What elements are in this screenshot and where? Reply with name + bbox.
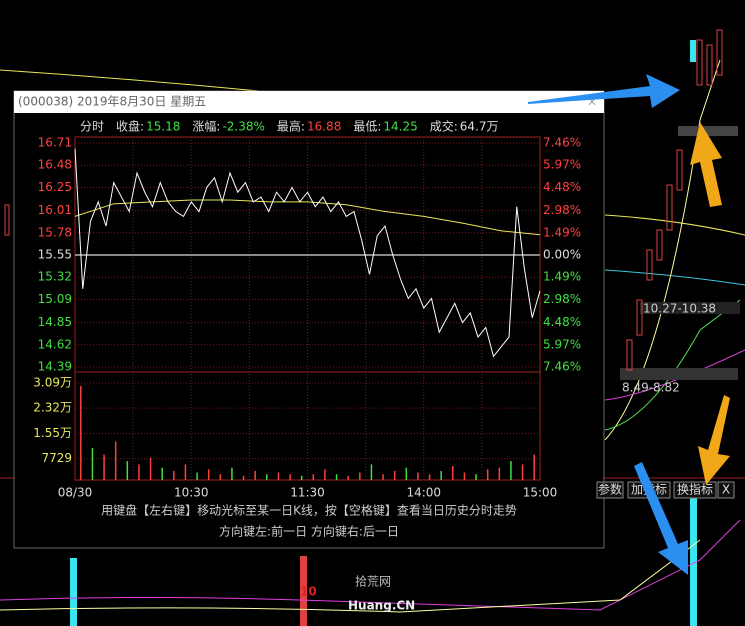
popup-titlebar: [14, 91, 604, 113]
avg-line: [74, 199, 541, 236]
button-label[interactable]: 参数: [598, 482, 622, 497]
footer-text: 用键盘【左右键】移动光标至某一日K线，按【空格键】查看当日历史分时走势: [101, 503, 517, 518]
header-item: -2.38%: [222, 120, 264, 134]
ma-line: [604, 349, 745, 401]
footer-text: 方向键左:前一日 方向键右:后一日: [219, 524, 399, 539]
header-item: 14.25: [383, 120, 417, 134]
candles: [4, 29, 723, 371]
pct-tick-label: 4.48%: [543, 180, 581, 194]
arrow: [528, 74, 680, 108]
watermark-number: 10: [300, 585, 317, 599]
pct-tick-label: 2.98%: [543, 292, 581, 306]
header-item: 分时: [80, 120, 104, 134]
price-tick-label: 15.09: [38, 292, 72, 306]
pct-tick-label: 2.98%: [543, 203, 581, 217]
volume-tick-label: 2.32万: [33, 401, 72, 415]
price-tick-label: 14.85: [38, 315, 72, 329]
time-label: 08/30: [58, 486, 93, 500]
pct-tick-label: 0.00%: [543, 248, 581, 262]
header-item: 16.88: [307, 120, 341, 134]
pct-tick-label: 4.48%: [543, 315, 581, 329]
header-item: 成交:: [430, 119, 458, 134]
ma-line: [604, 214, 745, 236]
time-label: 14:00: [406, 486, 441, 500]
header-item: 15.18: [146, 120, 180, 134]
header-item: 最高:: [277, 119, 305, 134]
popup: [13, 90, 605, 549]
header-item: 涨幅:: [192, 119, 220, 134]
header-item: 64.7万: [460, 120, 499, 134]
price-tick-label: 15.78: [38, 225, 72, 239]
price-tick-label: 16.71: [38, 136, 72, 150]
bg-volume: [0, 498, 741, 626]
price-tick-label: 15.32: [38, 270, 72, 284]
time-label: 10:30: [174, 486, 209, 500]
price-tick-label: 16.01: [38, 203, 72, 217]
button[interactable]: [673, 481, 717, 499]
watermark-site: 拾荒网: [355, 574, 391, 589]
range-box: [678, 126, 738, 136]
pct-tick-label: 5.97%: [543, 158, 581, 172]
volume-tick-label: 7729: [41, 451, 72, 465]
header-item: 收盘:: [116, 119, 144, 134]
range-label: 8.49-8.82: [622, 381, 680, 395]
price-line: [74, 148, 541, 358]
pct-tick-label: 1.49%: [543, 225, 581, 239]
price-tick-label: 15.55: [38, 248, 72, 262]
close-icon[interactable]: ×: [587, 95, 597, 109]
price-tick-label: 16.48: [38, 158, 72, 172]
pct-tick-label: 5.97%: [543, 337, 581, 351]
price-tick-label: 16.25: [38, 180, 72, 194]
watermark-domain: Huang.CN: [348, 599, 415, 613]
range-box: [620, 368, 738, 380]
pct-tick-label: 1.49%: [543, 270, 581, 284]
ma-line: [604, 269, 745, 286]
candle: [690, 40, 696, 62]
volume-tick-label: 3.09万: [33, 376, 72, 390]
arrow: [698, 395, 730, 485]
pct-tick-label: 7.46%: [543, 136, 581, 150]
time-label: 11:30: [290, 486, 325, 500]
range-box: [640, 302, 740, 314]
button-label[interactable]: 换指标: [677, 482, 713, 497]
time-label: 15:00: [523, 486, 558, 500]
price-tick-label: 14.62: [38, 337, 72, 351]
arrow: [634, 462, 688, 575]
button[interactable]: [596, 481, 624, 499]
button-label[interactable]: X: [722, 483, 730, 497]
annotations: [528, 74, 730, 575]
arrow: [690, 122, 722, 207]
volume-tick-label: 1.55万: [33, 426, 72, 440]
header-item: 最低:: [353, 120, 381, 134]
button[interactable]: [717, 481, 735, 499]
ma-line: [604, 299, 741, 431]
range-label: 10.27-10.38: [643, 302, 716, 316]
popup-title: (000038) 2019年8月30日 星期五: [18, 95, 206, 109]
pct-tick-label: 7.46%: [543, 360, 581, 374]
price-tick-label: 14.39: [38, 360, 72, 374]
